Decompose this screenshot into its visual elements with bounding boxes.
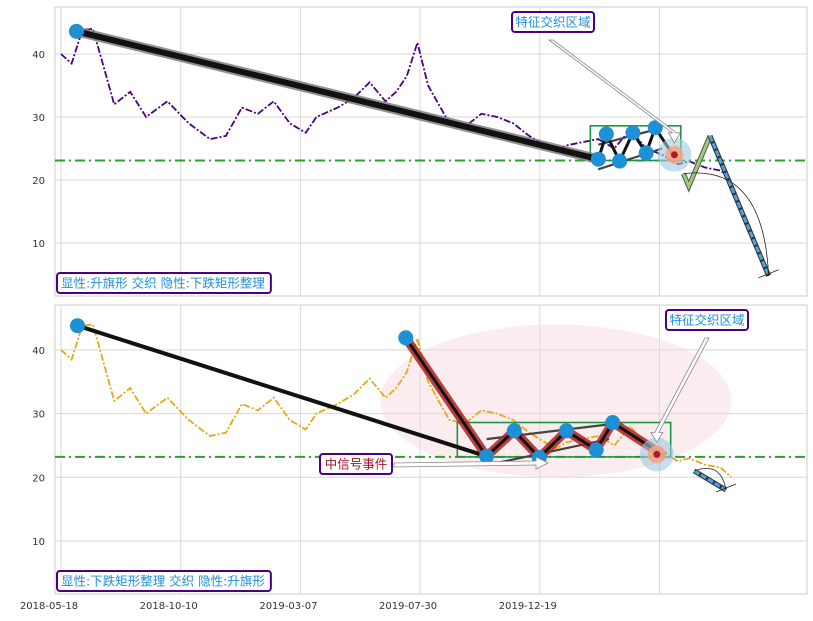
pattern-rectangle (456, 421, 672, 458)
pivot-marker (598, 126, 614, 142)
trend-line (76, 323, 488, 459)
forecast-arc (683, 172, 769, 276)
trend-line (75, 28, 600, 163)
highlight-circle-core (653, 450, 661, 458)
price-series-line (60, 27, 732, 181)
region-arrow (650, 337, 710, 444)
price-series-line (60, 323, 732, 478)
pivot-marker (558, 423, 574, 439)
forecast-down-line (693, 469, 727, 492)
x-tick-label: 2018-10-10 (140, 601, 198, 612)
forecast-tick (715, 483, 737, 493)
highlight-ellipse (380, 324, 732, 478)
pivot-marker (506, 423, 522, 439)
event-label-text: 中信号事件 (325, 457, 388, 472)
x-tick-label: 2019-07-30 (379, 601, 437, 612)
pivot-marker (647, 120, 663, 136)
annotation-box (56, 570, 272, 592)
x-tick-label: 2019-12-19 (499, 601, 557, 612)
pivot-marker (479, 448, 495, 464)
highlight-circle-core (670, 151, 678, 159)
y-tick-label: 10 (32, 537, 45, 548)
pivot-marker (625, 125, 641, 141)
pivot-marker (588, 442, 604, 458)
forecast-tick (758, 269, 779, 279)
pivot-marker (605, 415, 621, 431)
y-tick-label: 40 (32, 50, 45, 61)
pivot-marker (590, 151, 606, 167)
pivot-marker (68, 23, 84, 39)
region-label-text: 特征交织区域 (669, 313, 744, 328)
pivot-marker (69, 318, 85, 334)
y-tick-label: 10 (32, 239, 45, 250)
annotation-text: 显性:升旗形 交织 隐性:下跌矩形整理 (61, 276, 265, 291)
y-tick-label: 20 (32, 176, 45, 187)
x-tick-label: 2019-03-07 (259, 601, 317, 612)
pivot-marker (612, 153, 628, 169)
annotation-text: 显性:下跌矩形整理 交织 隐性:升旗形 (61, 574, 265, 589)
annotation-box (56, 272, 272, 294)
x-tick-label: 2018-05-18 (20, 601, 78, 612)
forecast-down-line (708, 135, 770, 277)
y-tick-label: 40 (32, 346, 45, 357)
pivot-marker (398, 330, 414, 346)
y-tick-label: 30 (32, 410, 45, 421)
event-label-box (319, 453, 393, 475)
region-label-box (511, 11, 595, 33)
forecast-arc (693, 467, 727, 491)
region-label-text: 特征交织区域 (515, 15, 590, 30)
y-tick-label: 30 (32, 113, 45, 124)
event-arrow (393, 456, 549, 470)
y-tick-label: 20 (32, 473, 45, 484)
x-axis: 2018-05-18 2018-10-10 2019-03-07 2019-07-30… (20, 601, 557, 612)
region-arrow (547, 39, 682, 144)
pivot-marker (638, 145, 654, 161)
region-label-box (665, 309, 749, 331)
forecast-up-line (682, 135, 712, 191)
trend-line (404, 336, 488, 458)
